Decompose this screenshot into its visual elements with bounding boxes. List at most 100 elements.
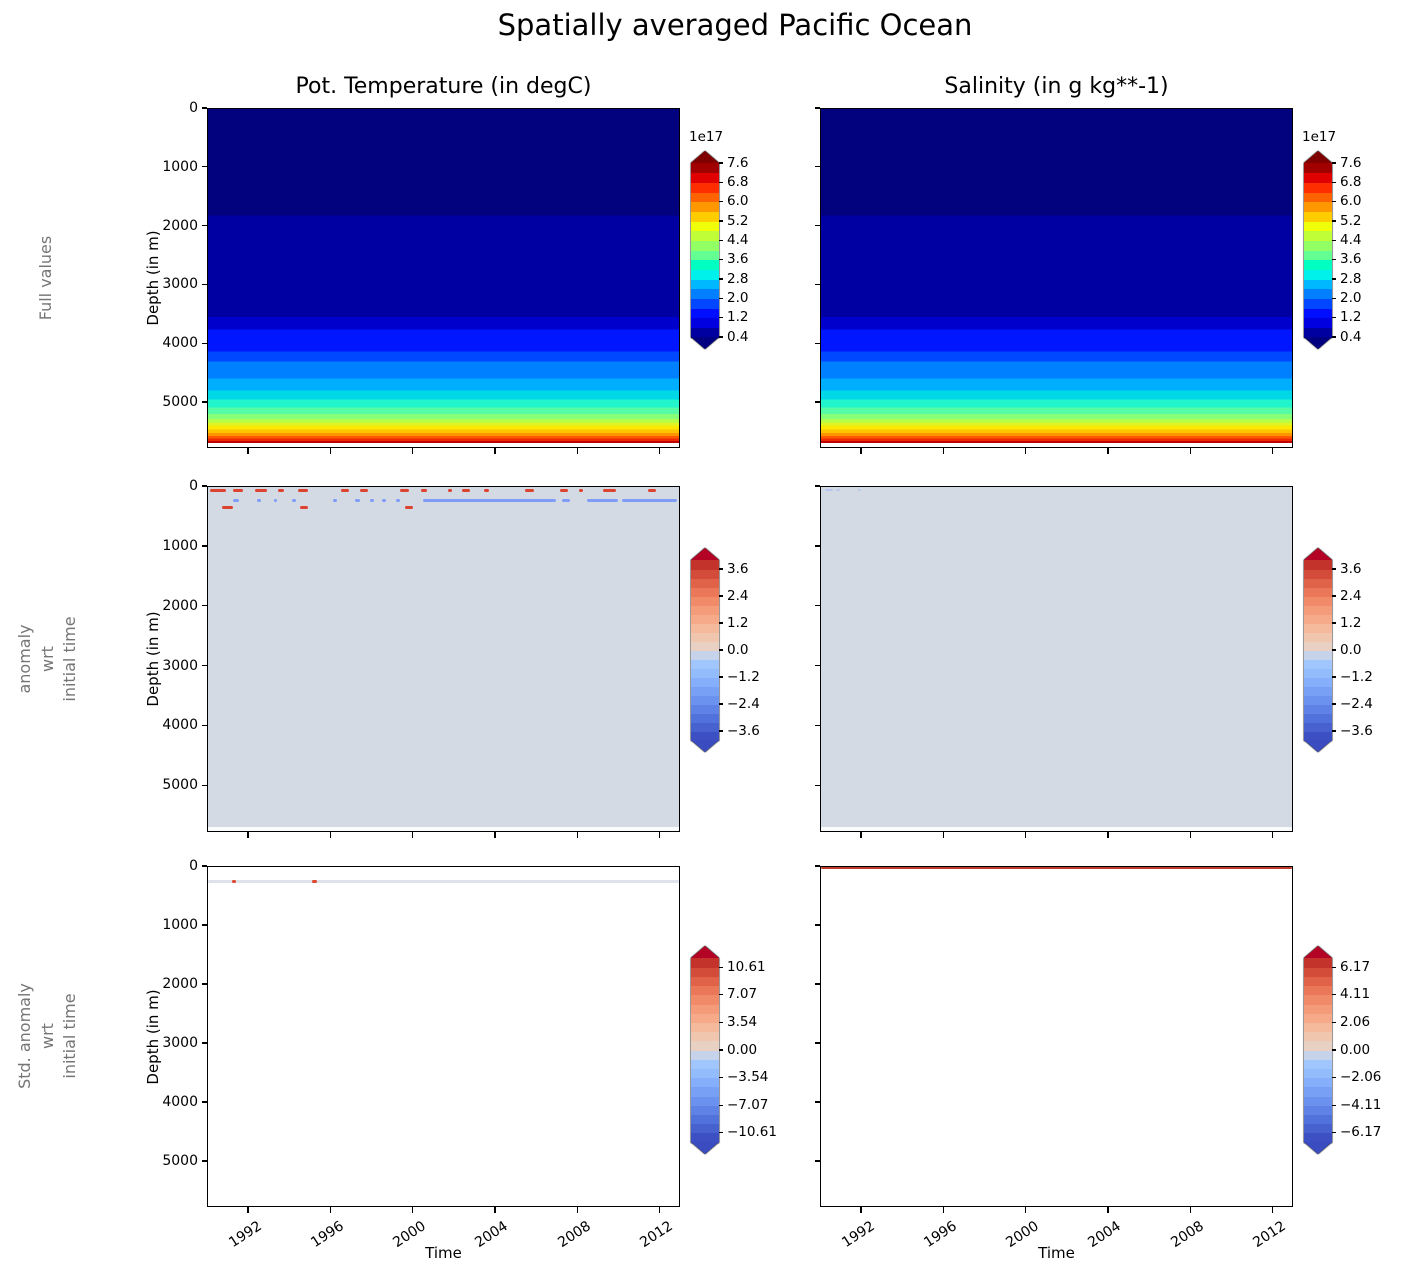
colorbar-under-arrow <box>1304 337 1332 349</box>
colorbar-tick <box>1332 595 1336 597</box>
colorbar-band <box>691 578 719 588</box>
colorbar-tick <box>719 595 723 597</box>
colorbar-band <box>1304 587 1332 597</box>
colorbar-band <box>1304 731 1332 741</box>
x-tick <box>1271 832 1274 838</box>
colorbar-tick <box>1332 1104 1336 1106</box>
colorbar-tick-label: 2.0 <box>1340 289 1362 306</box>
colorbar-band <box>691 713 719 723</box>
colorbar-band <box>691 1059 719 1069</box>
colorbar-band <box>1304 713 1332 723</box>
colorbar-band <box>1304 985 1332 996</box>
anomaly-red-dashes <box>277 488 284 492</box>
anomaly-blue-faint-dashes <box>857 489 861 492</box>
colorbar-tick-label: 3.6 <box>1340 560 1362 577</box>
anomaly-blue-dashes <box>621 499 677 503</box>
colorbar-tick <box>719 181 723 183</box>
colorbar-tick <box>1332 966 1336 968</box>
colorbar-tick-label: 2.06 <box>1340 1013 1371 1030</box>
colorbar-band <box>691 632 719 642</box>
colorbar-tick <box>1332 649 1336 651</box>
colorbar-band <box>691 623 719 633</box>
colorbar-band <box>691 569 719 579</box>
colorbar-tick-label: 0.4 <box>1340 328 1362 345</box>
column-title-temperature: Pot. Temperature (in degC) <box>295 74 592 99</box>
heatmap-bands <box>821 867 1292 1206</box>
colorbar-tick-label: −3.54 <box>727 1069 769 1086</box>
colorbar-tick-label: 4.4 <box>727 231 749 248</box>
y-tick <box>202 1101 207 1103</box>
colorbar-over-arrow <box>691 151 719 163</box>
y-tick-label: 4000 <box>162 335 198 352</box>
colorbar-band <box>691 279 719 290</box>
x-tick <box>1025 448 1027 454</box>
colorbar-tick <box>1332 220 1336 222</box>
colorbar-band <box>691 308 719 319</box>
colorbar-tick <box>719 649 723 651</box>
colorbar-tick-label: 6.0 <box>727 193 749 210</box>
colorbar-body <box>1304 560 1332 741</box>
colorbar-tick-label: 6.0 <box>1340 193 1362 210</box>
colorbar-tick-label: 3.6 <box>727 560 749 577</box>
colorbar-band <box>1304 327 1332 338</box>
anomaly-blue-faint-dashes <box>836 489 841 492</box>
colorbar-under-arrow <box>1304 740 1332 752</box>
anomaly-red-dashes <box>359 488 368 492</box>
colorbar-band <box>1304 172 1332 183</box>
colorbar-band <box>1304 163 1332 174</box>
x-tick <box>1189 448 1191 454</box>
colorbar-band <box>1304 221 1332 232</box>
x-tick <box>658 832 661 838</box>
colorbar-tick-label: −3.6 <box>727 722 760 739</box>
colorbar-tick-label: 1.2 <box>727 614 749 631</box>
colorbar-band <box>691 163 719 174</box>
x-tick <box>942 1207 945 1213</box>
plot-std-anomaly-salinity <box>820 866 1293 1207</box>
y-tick <box>202 401 207 403</box>
colorbar-band <box>691 317 719 328</box>
colorbar-over-arrow <box>1304 151 1332 163</box>
colorbar-tick <box>1332 259 1336 261</box>
colorbar-band <box>691 259 719 270</box>
colorbar-band <box>1304 1105 1332 1115</box>
anomaly-red-dashes <box>298 488 309 492</box>
colorbar-band <box>691 967 719 977</box>
colorbar-tick-label: 7.6 <box>1340 154 1362 171</box>
anomaly-red-dashes <box>603 488 616 492</box>
x-tick <box>1107 832 1109 838</box>
colorbar-tick-label: −1.2 <box>1340 668 1373 685</box>
x-tick <box>329 448 332 454</box>
colorbar-band <box>1304 677 1332 687</box>
colorbar-tick <box>1332 1021 1336 1023</box>
plot-full-salinity <box>820 108 1293 448</box>
y-tick <box>202 983 207 985</box>
colorbar-band <box>1304 230 1332 241</box>
colorbar-tick <box>719 201 723 203</box>
colorbar-band <box>1304 317 1332 328</box>
y-tick <box>202 605 207 607</box>
y-tick <box>815 401 820 403</box>
colorbar-band <box>1304 1013 1332 1023</box>
x-tick <box>494 832 496 838</box>
colorbar-tick <box>719 259 723 261</box>
anomaly-blue-dashes <box>332 499 337 503</box>
colorbar-tick <box>719 703 723 705</box>
y-tick <box>202 1160 207 1162</box>
colorbar-tick-label: −2.4 <box>727 695 760 712</box>
anomaly-red-dashes <box>560 488 569 492</box>
colorbar-tick <box>719 297 723 299</box>
colorbar-band <box>691 1096 719 1106</box>
colorbar-band <box>691 172 719 183</box>
colorbar-tick-label: 0.0 <box>727 641 749 658</box>
colorbar-tick <box>719 317 723 319</box>
colorbar-band <box>691 1086 719 1097</box>
colorbar-band <box>691 560 719 570</box>
x-tick <box>494 448 496 454</box>
colorbar-band <box>1304 994 1332 1005</box>
anomaly-red-dashes <box>232 488 243 492</box>
colorbar-band <box>691 288 719 299</box>
colorbar-tick-label: 0.4 <box>727 328 749 345</box>
colorbar-tick <box>1332 317 1336 319</box>
colorbar-band <box>691 668 719 678</box>
colorbar-band <box>691 1050 719 1060</box>
